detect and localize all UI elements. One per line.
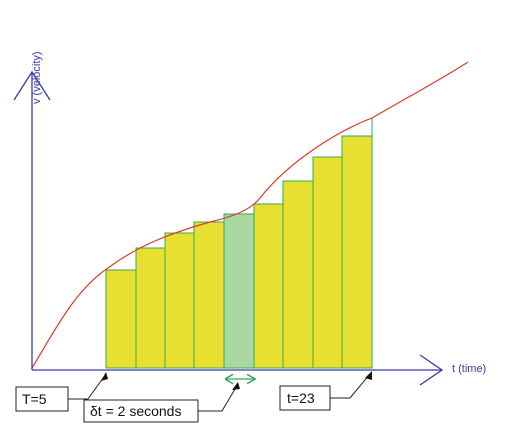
x-axis-label: t (time) [452,363,486,375]
bar [193,221,225,369]
end-time-pointer [365,371,372,380]
highlighted-bar [223,213,255,369]
bar [312,156,344,369]
bar [253,203,285,369]
delta-t-label: δt = 2 seconds [90,403,181,419]
start-time-label: T=5 [22,391,47,407]
y-axis-arrowhead [13,70,51,101]
bar [105,269,137,369]
y-axis-label: v (velocity) [31,51,43,104]
bars-group [105,118,373,369]
start-time-label-box [15,386,69,412]
bar [135,247,167,369]
end-time-leader [330,373,371,399]
end-time-label: t=23 [287,390,315,406]
bar [341,135,373,369]
x-axis-arrowhead [419,354,444,386]
bar [282,180,314,369]
end-time-label-box [279,385,331,411]
delta-t-leader [198,383,239,412]
velocity-curve [31,61,469,369]
start-time-pointer [101,372,108,381]
start-time-leader [68,373,107,400]
bar [164,232,196,369]
delta-t-pointer [232,382,240,390]
